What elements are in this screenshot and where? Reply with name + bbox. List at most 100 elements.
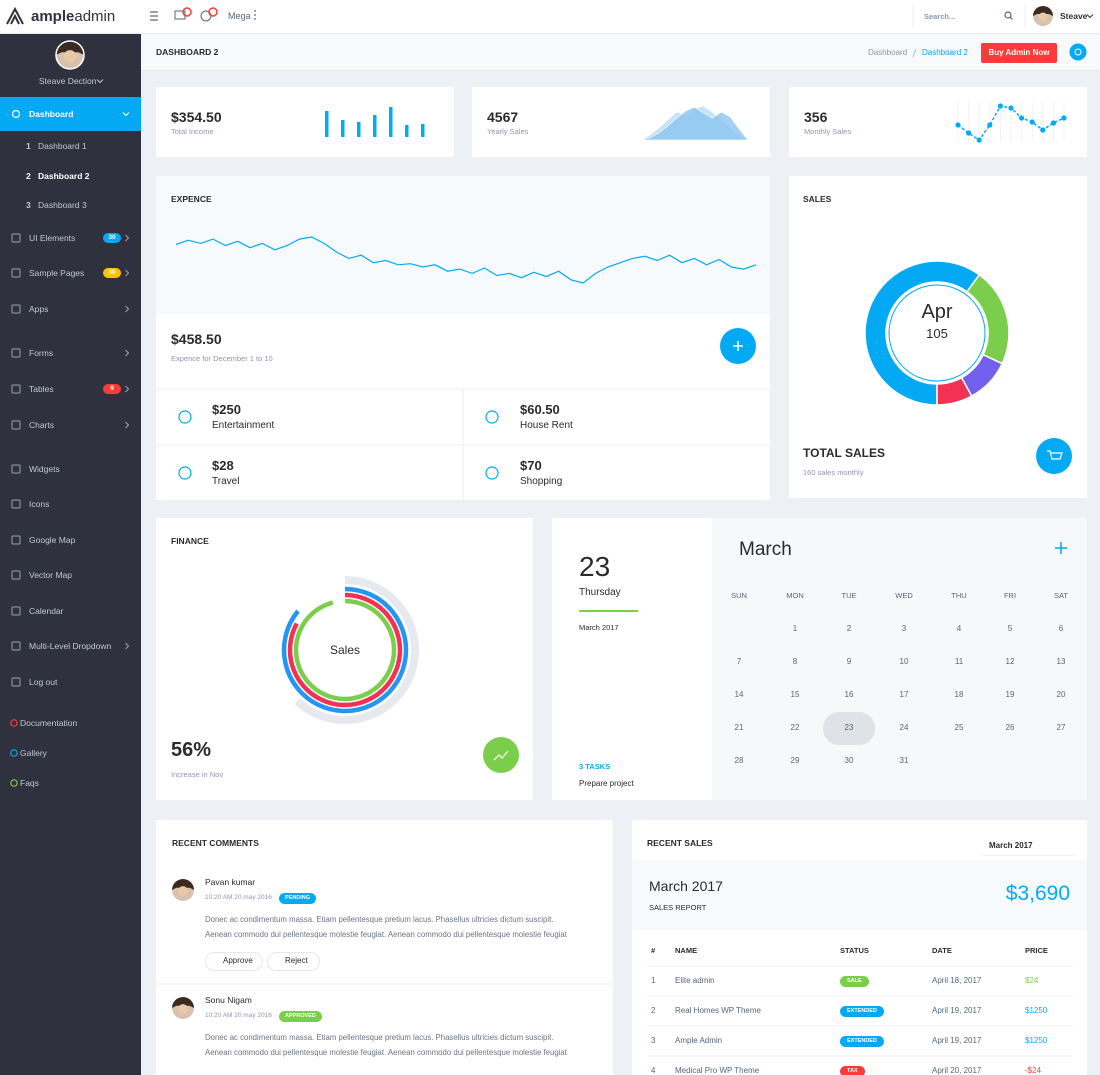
card-title: RECENT COMMENTS [172,838,259,848]
menu-item: Multi-Level Dropdown [29,640,112,651]
price: $1250 [1025,1006,1048,1015]
calendar-weekday: Thursday [579,587,621,598]
action-label: Approve [223,956,253,965]
menu-item: Apps [29,303,49,314]
comment-text: Aenean commodo dui pellentesque molestie… [205,1048,567,1057]
month-select[interactable] [983,837,1075,856]
cell: April 19, 2017 [932,1036,982,1045]
cell: Real Homes WP Theme [675,1006,761,1015]
sales-report-band [632,860,1087,930]
mega-menu: Mega [228,11,251,21]
comments-card [156,820,613,1075]
submenu-number: 3 [26,200,31,210]
action-label: Reject [285,956,308,965]
report-month: March 2017 [649,878,723,894]
breadcrumb: Dashboard [868,48,908,57]
select-label: March 2017 [989,841,1033,850]
cell: 3 [651,1036,656,1045]
calendar-day: 12 [1005,657,1015,666]
page-title-bar [141,34,1100,71]
cell: 2 [651,1006,656,1015]
calendar-day: 7 [736,657,742,666]
calendar-day: 16 [844,690,854,699]
user-menu: Steave [1060,11,1088,21]
stat-label: Yearly Sales [487,127,529,136]
card-title: SALES [803,194,832,204]
stat-value: 4567 [487,109,519,125]
comment-text: Donec ac condimentum massa. Etiam pellen… [205,915,554,924]
active-menu [0,97,141,131]
submenu-item: Dashboard 3 [38,200,87,210]
calendar-date: 23 [579,551,611,582]
calendar-day: 1 [792,624,798,633]
menu-item: Charts [29,419,55,430]
stat-value: $354.50 [171,109,222,125]
calendar-day: 20 [1056,690,1066,699]
cell: Ample Admin [675,1036,723,1045]
submenu-number: 2 [26,170,31,181]
card-title: FINANCE [171,536,209,546]
stat-card [789,87,1087,157]
menu-item: Forms [29,347,54,358]
weekday-header: MON [786,591,804,600]
comment-time: 10:20 AM 20 may 2016 [205,1012,272,1019]
cell: Elite admin [675,976,715,985]
expense-total: $458.50 [171,331,222,347]
expense-label: Shopping [520,476,563,487]
calendar-day: 29 [790,756,800,765]
expense-amount: $70 [520,458,542,473]
price: $24 [1025,976,1039,985]
calendar-day: 22 [790,723,800,732]
expense-chart-area [156,176,770,314]
report-subtitle: SALES REPORT [649,903,707,912]
calendar-day: 10 [899,657,909,666]
cell: April 18, 2017 [932,976,982,985]
calendar-day: 2 [846,624,852,633]
weekday-header: SUN [731,591,747,600]
donut-value: 105 [926,326,948,341]
calendar-day: 23 [844,723,854,732]
calendar-day: 24 [899,723,909,732]
calendar-day: 6 [1058,624,1064,633]
calendar-day: 3 [901,624,907,633]
column-header: STATUS [840,946,869,955]
expense-amount: $60.50 [520,402,560,417]
weekday-header: TUE [841,591,857,600]
ring-center-label: Sales [329,643,361,657]
calendar-day: 13 [1056,657,1066,666]
calendar-day: 30 [844,756,854,765]
total-sales-caption: 160 sales monthly [803,468,864,477]
stat-card [156,87,454,157]
column-header: PRICE [1025,946,1048,955]
status-badge: SALE [840,976,869,987]
expense-label: House Rent [520,420,573,431]
action-button[interactable] [205,952,263,971]
weekday-header: WED [895,591,913,600]
weekday-header: THU [951,591,967,600]
submenu-item: Dashboard 1 [38,141,87,151]
total-sales-title: TOTAL SALES [803,446,886,460]
sidebar-link: Faqs [20,777,39,788]
expense-caption: Expence for December 1 to 10 [171,354,273,363]
cell: Medical Pro WP Theme [675,1066,760,1075]
buy-button[interactable]: Buy Admin Now [981,43,1057,63]
calendar-day: 4 [956,624,962,633]
calendar-day: 27 [1056,723,1066,732]
menu-item: Vector Map [29,569,72,580]
finance-card [156,518,533,800]
menu-badge: 30 [103,233,121,243]
menu-item: Calendar [29,605,64,616]
calendar-day: 18 [954,690,964,699]
calendar-day: 15 [790,690,800,699]
calendar-day: 9 [846,657,852,666]
breadcrumb: Dashboard 2 [922,48,968,57]
logo: ampleadmin [31,9,115,24]
calendar-day: 26 [1005,723,1015,732]
status-badge: EXTENDED [840,1006,884,1017]
menu-item: Log out [29,676,58,687]
sidebar [0,34,141,1075]
commenter-name: Sonu Nigam [205,995,252,1005]
comment-text: Aenean commodo dui pellentesque molestie… [205,930,567,939]
menu-item: Google Map [29,534,76,545]
